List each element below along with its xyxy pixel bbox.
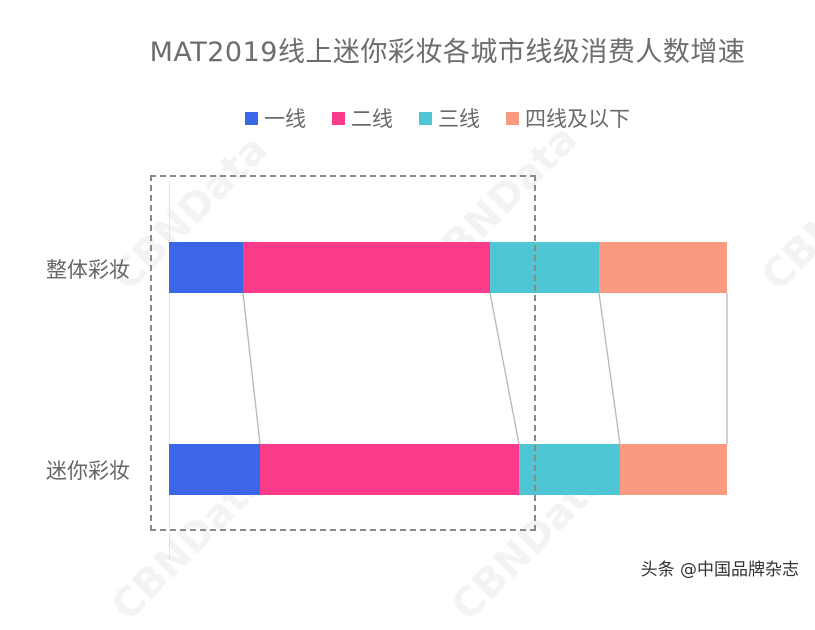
legend-item-tier1: 一线 xyxy=(245,103,306,133)
y-axis-line xyxy=(169,180,170,560)
legend-label: 一线 xyxy=(264,107,306,131)
category-label-mini: 迷你彩妆 xyxy=(46,459,130,483)
legend-label: 四线及以下 xyxy=(525,107,630,131)
category-label-overall: 整体彩妆 xyxy=(46,258,130,282)
connector-lines xyxy=(242,292,728,445)
bar-segment-tier1 xyxy=(169,242,244,293)
legend-swatch-icon xyxy=(245,111,258,125)
legend-label: 三线 xyxy=(438,107,480,131)
legend-item-tier3: 三线 xyxy=(419,103,480,133)
bar-segment-tier4 xyxy=(619,444,727,495)
legend-item-tier2: 二线 xyxy=(332,103,393,133)
legend-swatch-icon xyxy=(419,111,432,125)
bar-overall xyxy=(169,242,727,293)
bar-segment-tier4 xyxy=(599,242,727,293)
bar-segment-tier2 xyxy=(243,242,491,293)
source-credit: 头条 @中国品牌杂志 xyxy=(640,560,799,580)
legend: 一线 二线 三线 四线及以下 xyxy=(245,103,630,133)
bar-segment-tier1 xyxy=(169,444,260,495)
bar-segment-tier2 xyxy=(259,444,519,495)
legend-swatch-icon xyxy=(332,111,345,125)
bar-segment-tier3 xyxy=(490,242,600,293)
legend-label: 二线 xyxy=(351,107,393,131)
highlight-dashed-box xyxy=(150,175,536,531)
legend-swatch-icon xyxy=(506,111,519,125)
legend-item-tier4: 四线及以下 xyxy=(506,103,630,133)
chart-title: MAT2019线上迷你彩妆各城市线级消费人数增速 xyxy=(149,37,746,68)
